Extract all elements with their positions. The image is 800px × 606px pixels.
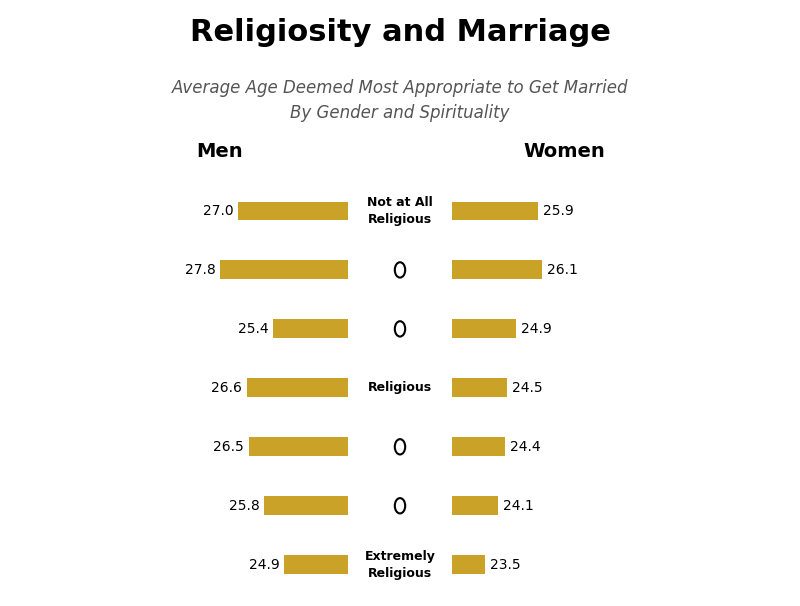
Bar <box>274 319 348 338</box>
Text: Religiosity and Marriage: Religiosity and Marriage <box>190 18 610 47</box>
Text: Not at All
Religious: Not at All Religious <box>367 196 433 226</box>
Bar <box>238 202 348 221</box>
Text: Women: Women <box>523 142 605 161</box>
Bar <box>452 202 538 221</box>
Bar <box>452 378 507 398</box>
Text: 24.4: 24.4 <box>510 440 540 454</box>
Text: 23.5: 23.5 <box>490 558 521 571</box>
Text: 25.4: 25.4 <box>238 322 268 336</box>
Text: 25.9: 25.9 <box>542 204 574 218</box>
Text: 25.8: 25.8 <box>229 499 259 513</box>
Text: 24.9: 24.9 <box>521 322 551 336</box>
Bar <box>452 438 505 456</box>
Bar <box>452 496 498 515</box>
Text: Average Age Deemed Most Appropriate to Get Married
By Gender and Spirituality: Average Age Deemed Most Appropriate to G… <box>172 79 628 122</box>
Bar <box>264 496 348 515</box>
Text: 24.5: 24.5 <box>512 381 542 395</box>
Text: 24.9: 24.9 <box>249 558 279 571</box>
Text: Men: Men <box>197 142 243 161</box>
Text: 26.5: 26.5 <box>214 440 244 454</box>
Bar <box>220 261 348 279</box>
Text: 26.1: 26.1 <box>547 263 578 277</box>
Text: Religious: Religious <box>368 381 432 395</box>
Bar <box>452 319 516 338</box>
Bar <box>284 555 348 574</box>
Bar <box>452 261 542 279</box>
Text: 26.6: 26.6 <box>211 381 242 395</box>
Bar <box>452 555 485 574</box>
Bar <box>246 378 348 398</box>
Text: Extremely
Religious: Extremely Religious <box>365 550 435 580</box>
Text: 27.8: 27.8 <box>185 263 215 277</box>
Text: 27.0: 27.0 <box>202 204 234 218</box>
Text: 24.1: 24.1 <box>503 499 534 513</box>
Bar <box>249 438 348 456</box>
